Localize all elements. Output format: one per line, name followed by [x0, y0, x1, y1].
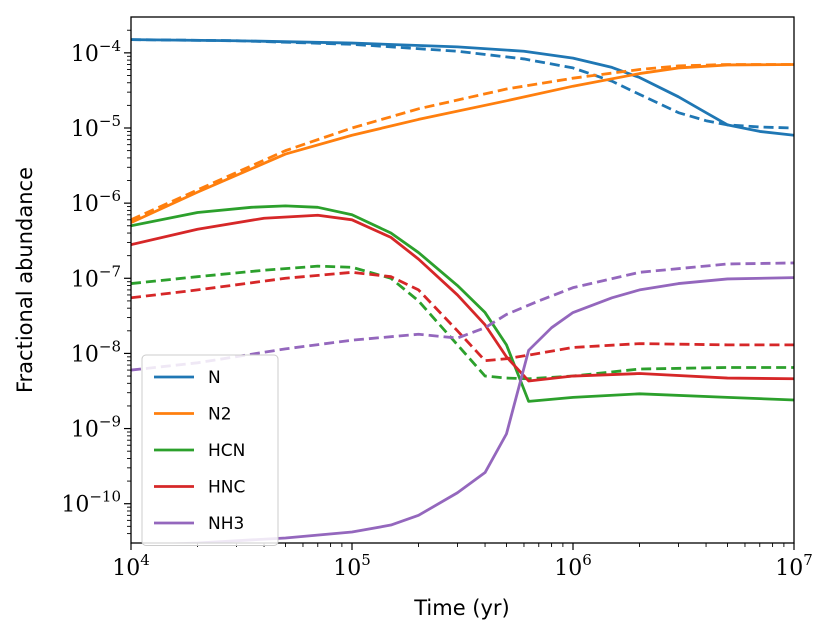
legend-label-n2: N2 [208, 405, 232, 425]
ticks-layer: 104 105 106 107 10−10 10−9 10−8 10−7 10−6 10−5 10−… [61, 29, 813, 581]
y-tick-label: 10−4 [71, 37, 121, 67]
x-axis-label: Time (yr) [413, 596, 510, 620]
plot-frame [130, 16, 795, 544]
x-tick-label: 104 [112, 551, 150, 581]
series-line-n-solid [131, 38, 794, 137]
x-tick-label: 107 [775, 551, 813, 581]
series-line-hnc-solid [131, 213, 794, 383]
y-tick-label: 10−7 [71, 262, 121, 292]
y-tick-label: 10−6 [71, 187, 121, 217]
series-layer [131, 38, 794, 543]
legend: N N2 HCN HNC NH3 [141, 354, 279, 546]
series-line-hcn-solid [131, 204, 794, 403]
x-tick-label: 106 [554, 551, 592, 581]
series-line-hcn-dashed [131, 264, 794, 381]
y-tick-label: 10−10 [61, 488, 121, 518]
x-tick-label: 105 [333, 551, 371, 581]
series-line-hnc-dashed [131, 270, 794, 363]
legend-label-hcn: HCN [208, 441, 245, 461]
legend-label-n: N [208, 368, 221, 388]
y-tick-label: 10−8 [71, 337, 121, 367]
series-line-nh3-dashed [131, 261, 794, 372]
series-line-n2-solid [131, 63, 794, 224]
y-axis-label: Fractional abundance [13, 167, 37, 393]
y-tick-label: 10−9 [71, 413, 121, 443]
legend-box [141, 354, 279, 546]
series-line-nh3-solid [156, 276, 794, 543]
series-line-n-dashed [131, 38, 794, 130]
legend-label-hnc: HNC [208, 478, 245, 498]
series-line-n2-dashed [131, 63, 794, 222]
legend-label-nh3: NH3 [208, 514, 244, 534]
y-tick-label: 10−5 [71, 112, 121, 142]
